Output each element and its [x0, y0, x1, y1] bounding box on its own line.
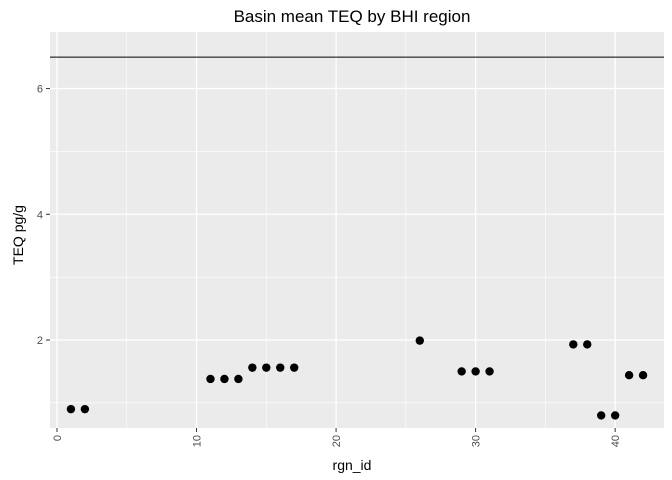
data-point: [569, 340, 578, 349]
x-axis-title: rgn_id: [333, 457, 372, 473]
y-tick-label: 2: [37, 335, 43, 347]
data-point: [624, 371, 634, 380]
data-point: [583, 340, 592, 349]
x-tick-label: 20: [331, 435, 343, 447]
data-point: [597, 411, 606, 420]
plot-panel: [50, 32, 664, 428]
y-tick-label: 4: [37, 209, 43, 221]
x-tick-label: 10: [192, 435, 204, 447]
data-point: [610, 411, 620, 420]
y-axis-title: TEQ pg/g: [10, 205, 26, 265]
data-point: [234, 374, 243, 384]
data-point: [276, 363, 285, 372]
x-tick-label: 40: [610, 435, 622, 447]
data-point: [290, 363, 299, 372]
data-point: [415, 336, 424, 345]
data-point: [457, 367, 466, 376]
x-axis-ticks: 0 10 20 30 40: [52, 428, 622, 447]
chart-title: Basin mean TEQ by BHI region: [234, 7, 471, 26]
data-point: [206, 374, 215, 384]
data-points: [66, 336, 648, 420]
data-point: [262, 363, 271, 372]
y-tick-label: 6: [37, 84, 43, 96]
x-tick-label: 30: [471, 435, 483, 447]
x-tick-label: 0: [52, 435, 64, 441]
data-point: [220, 374, 229, 384]
grid-lines: [50, 32, 664, 428]
data-point: [471, 367, 480, 376]
data-point: [485, 367, 494, 376]
data-point: [638, 371, 648, 380]
panel-background: [50, 32, 664, 428]
y-axis-ticks: 2 4 6: [37, 84, 50, 347]
data-point: [248, 363, 257, 372]
data-point: [66, 404, 76, 414]
data-point: [80, 404, 90, 414]
